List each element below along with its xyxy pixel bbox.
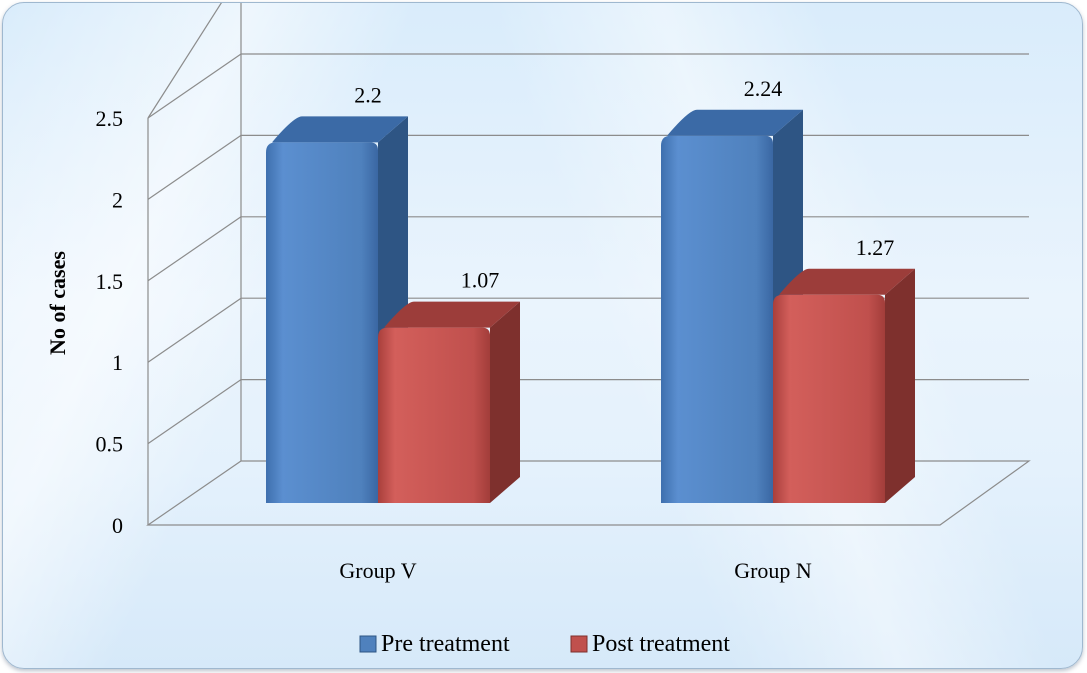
bar-top	[779, 268, 915, 295]
bar-side	[490, 301, 520, 503]
data-label: 1.07	[461, 268, 500, 293]
bar-top	[667, 109, 803, 136]
legend-item-pre: Pre treatment	[359, 631, 510, 657]
bar-side	[885, 268, 915, 503]
y-tick-label: 1	[112, 350, 123, 375]
bar-top	[272, 116, 408, 143]
legend-swatch-pre	[359, 635, 377, 653]
floor	[146, 460, 1031, 526]
x-tick-label: Group V	[339, 558, 416, 583]
labels: 0 0.5 1 1.5 2 2.5 2.2 1.07 Group V 2.24 1.27 Group …	[96, 76, 895, 583]
legend-item-post: Post treatment	[570, 631, 730, 657]
bar-front	[266, 142, 378, 503]
y-tick-label: 1.5	[96, 269, 124, 294]
y-tick-label: 2.5	[96, 106, 124, 131]
bars	[266, 109, 915, 503]
bar-front	[661, 135, 773, 503]
gridline-side	[147, 379, 242, 445]
bar-top	[384, 301, 520, 328]
bar-chart: 0 0.5 1 1.5 2 2.5 2.2 1.07 Group V 2.24 1.27 Group …	[45, 3, 1031, 657]
y-tick-label: 2	[112, 187, 123, 212]
bar-front	[378, 327, 490, 503]
x-tick-label: Group N	[734, 558, 812, 583]
y-tick-label: 0	[112, 513, 123, 538]
legend-swatch-post	[570, 635, 588, 653]
y-tick-label: 0.5	[96, 432, 124, 457]
data-label: 1.27	[856, 235, 895, 260]
bar-front	[773, 294, 885, 503]
legend-label-pre: Pre treatment	[381, 631, 510, 657]
legend-label-post: Post treatment	[592, 631, 730, 657]
data-label: 2.2	[354, 82, 382, 107]
y-axis-title: No of cases	[45, 251, 70, 355]
data-label: 2.24	[744, 76, 783, 101]
gridline-side	[147, 134, 242, 200]
axes	[146, 3, 1031, 526]
gridline-side	[147, 297, 242, 363]
wall-edge	[147, 3, 222, 119]
gridline-side	[147, 53, 242, 119]
legend: Pre treatment Post treatment	[359, 631, 730, 657]
gridline-side	[147, 216, 242, 282]
